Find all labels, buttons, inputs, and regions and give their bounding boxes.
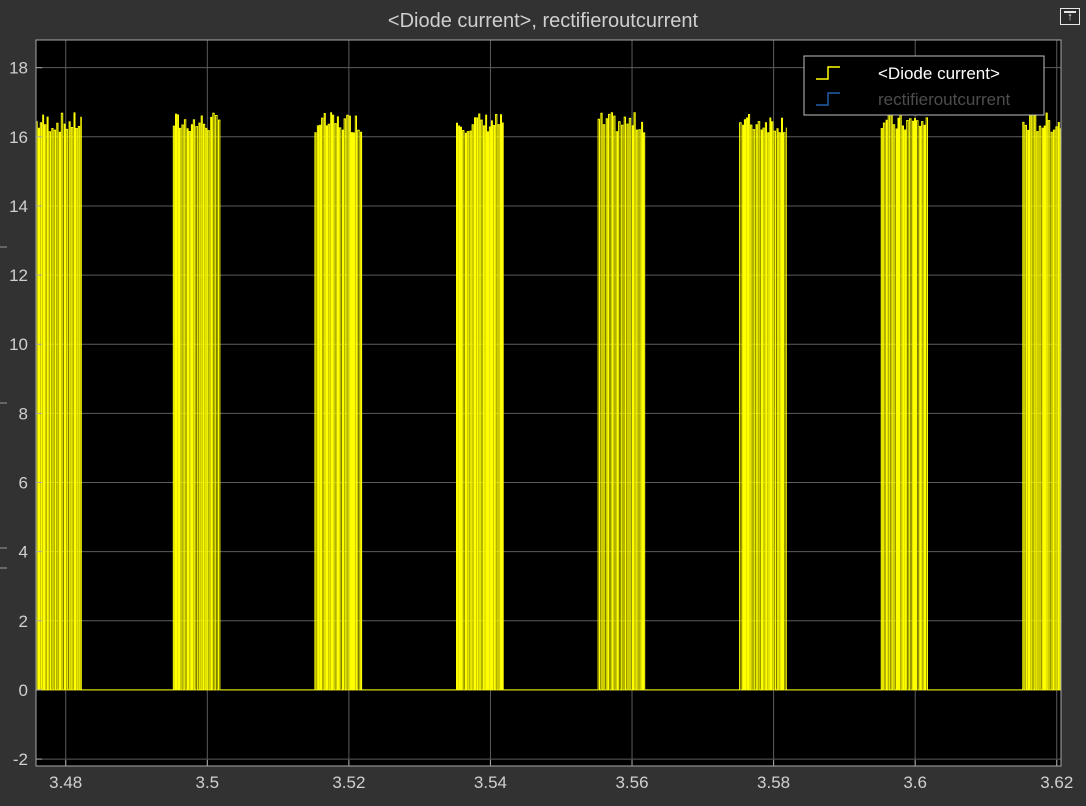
- y-tick-label: 14: [9, 197, 28, 216]
- y-axis-ticks: -2 0 2 4 6 8 10 12 14 16 18: [9, 59, 42, 769]
- x-tick-label: 3.48: [49, 773, 82, 792]
- y-tick-label: -2: [13, 750, 28, 769]
- legend-entry-diode-current[interactable]: <Diode current>: [878, 64, 1000, 83]
- y-tick-label: 4: [19, 543, 28, 562]
- y-tick-label: 10: [9, 335, 28, 354]
- x-tick-label: 3.56: [615, 773, 648, 792]
- legend-swatch-diode-current: [816, 66, 840, 80]
- series-line-diode-current: [35, 112, 1062, 691]
- legend-entry-rectifieroutcurrent[interactable]: rectifieroutcurrent: [878, 90, 1011, 109]
- x-tick-label: 3.54: [474, 773, 507, 792]
- plot-background: [36, 40, 1061, 766]
- y-tick-label: 12: [9, 266, 28, 285]
- x-tick-label: 3.6: [903, 773, 927, 792]
- y-tick-label: 2: [19, 612, 28, 631]
- series-diode-current: [35, 112, 1062, 691]
- x-tick-label: 3.62: [1040, 773, 1073, 792]
- legend-swatch-rectifieroutcurrent: [816, 92, 840, 106]
- y-tick-label: 8: [19, 404, 28, 423]
- x-tick-label: 3.5: [195, 773, 219, 792]
- scope-title: <Diode current>, rectifieroutcurrent: [387, 10, 699, 32]
- legend[interactable]: <Diode current> rectifieroutcurrent: [803, 55, 1045, 116]
- y-tick-label: 16: [9, 128, 28, 147]
- undock-icon[interactable]: [1060, 8, 1080, 25]
- y-tick-label: 18: [9, 59, 28, 78]
- x-tick-label: 3.52: [332, 773, 365, 792]
- plot-border: [35, 39, 1062, 767]
- legend-box: [803, 55, 1045, 116]
- y-tick-label: 6: [19, 474, 28, 493]
- x-axis-ticks: 3.48 3.5 3.52 3.54 3.56 3.58 3.6 3.62: [49, 760, 1073, 792]
- y-tick-label: 0: [19, 681, 28, 700]
- x-tick-label: 3.58: [757, 773, 790, 792]
